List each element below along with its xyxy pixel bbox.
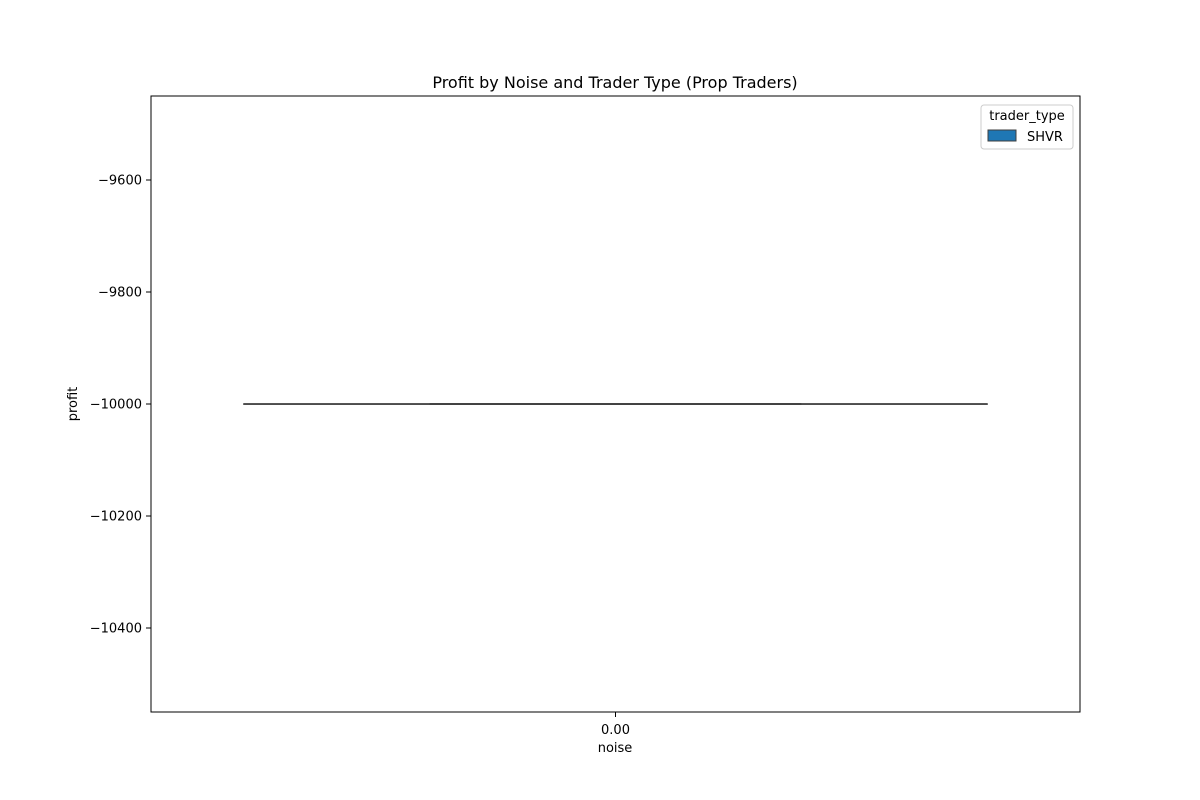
y-axis: −9600 −9800 −10000 −10200 −10400: [90, 174, 151, 637]
x-tick-label: 0.00: [601, 723, 630, 738]
y-tick-label: −10200: [90, 510, 142, 525]
legend: trader_type SHVR: [980, 104, 1074, 150]
chart-title: Profit by Noise and Trader Type (Prop Tr…: [432, 73, 797, 92]
legend-entry-shvr: SHVR: [1027, 130, 1063, 145]
y-tick-label: −9600: [98, 174, 142, 189]
y-tick-label: −9800: [98, 286, 142, 301]
y-axis-label: profit: [66, 387, 81, 422]
y-tick-label: −10400: [90, 622, 142, 637]
x-axis-label: noise: [598, 741, 633, 756]
y-tick-label: −10000: [90, 398, 142, 413]
legend-swatch-shvr: [987, 129, 1017, 142]
x-axis: 0.00: [601, 712, 630, 738]
legend-title: trader_type: [989, 109, 1065, 124]
